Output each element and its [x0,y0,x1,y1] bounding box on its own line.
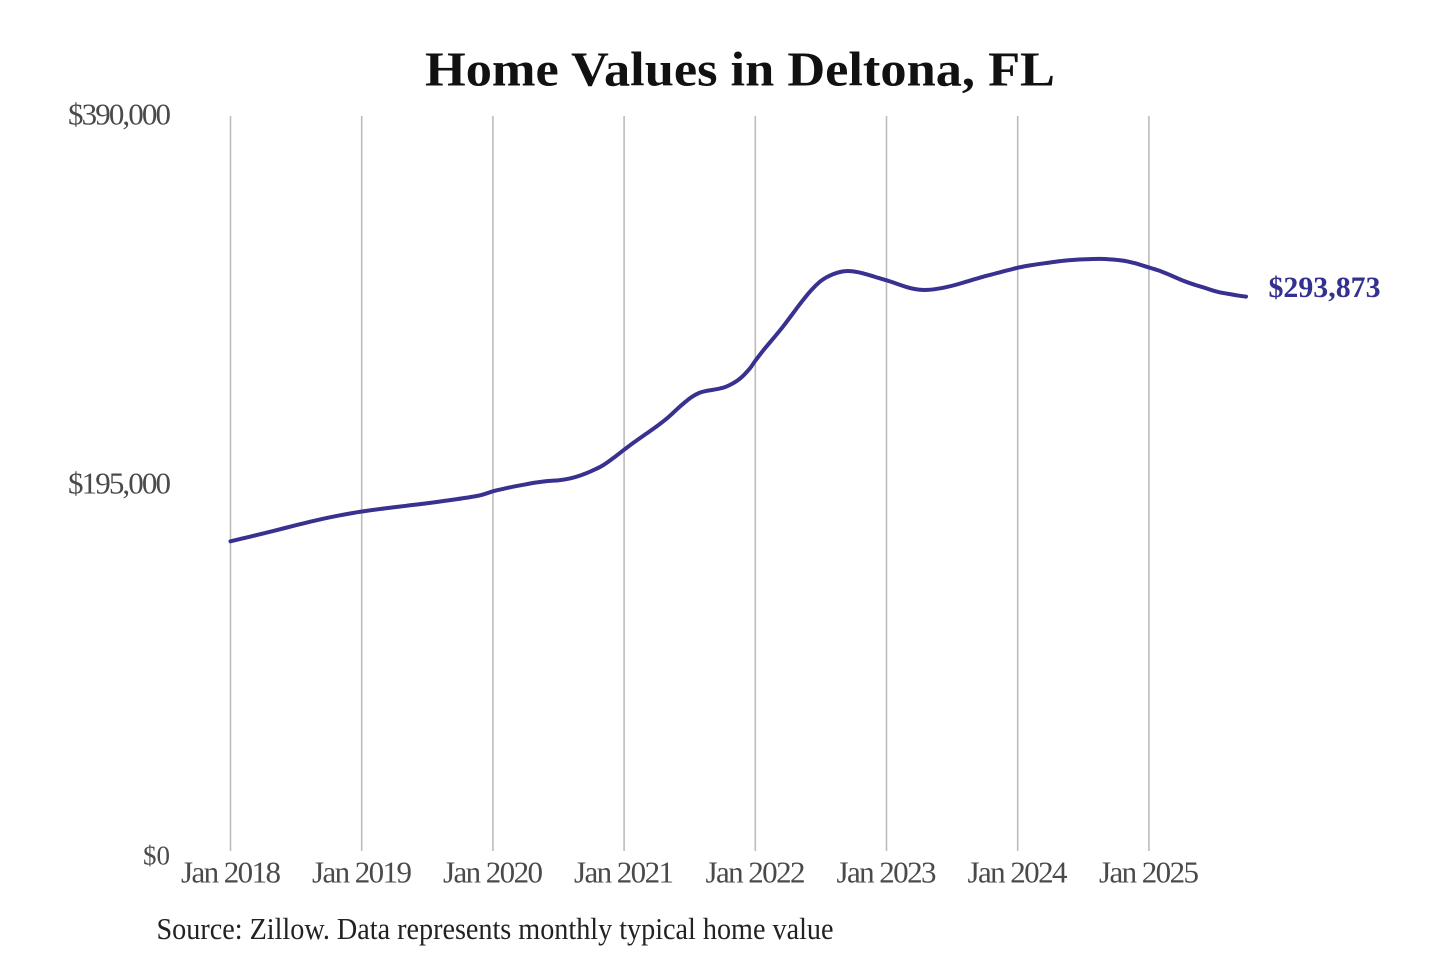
svg-text:Jan 2019: Jan 2019 [312,855,412,890]
svg-text:Jan 2021: Jan 2021 [574,855,674,890]
svg-text:Jan 2018: Jan 2018 [181,855,281,890]
svg-text:Jan 2022: Jan 2022 [706,855,806,890]
svg-text:Jan 2024: Jan 2024 [968,855,1069,890]
svg-text:Home Values in Deltona, FL: Home Values in Deltona, FL [425,44,1055,97]
svg-text:$0: $0 [143,841,170,871]
svg-text:Jan 2025: Jan 2025 [1099,855,1199,890]
svg-text:$293,873: $293,873 [1269,272,1381,304]
svg-text:$195,000: $195,000 [68,466,171,501]
svg-text:Source: Zillow. Data represent: Source: Zillow. Data represents monthly … [157,912,834,946]
svg-text:Jan 2020: Jan 2020 [443,855,543,890]
svg-text:$390,000: $390,000 [68,97,171,132]
svg-text:Jan 2023: Jan 2023 [837,855,937,890]
